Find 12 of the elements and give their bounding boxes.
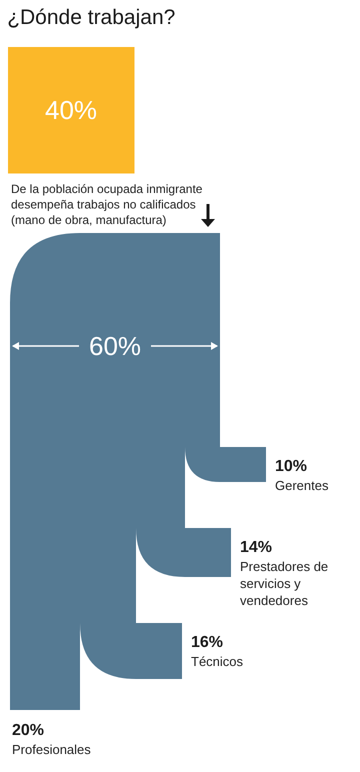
category-label: Profesionales — [12, 742, 92, 757]
data-label: 14% — [240, 539, 272, 556]
category-label: De la población ocupada inmigrante desempeña trabajos no calificados (mano de obra, manufactura) — [11, 182, 203, 228]
data-label: 16% — [191, 634, 224, 651]
data-label: 20% — [12, 722, 44, 739]
data-label: 10% — [275, 458, 308, 475]
category-label: Prestadores de servicios y vendedores — [240, 559, 328, 608]
text: 60% — [89, 331, 142, 361]
data-label: 40% — [45, 95, 98, 125]
category-label: Gerentes — [275, 478, 329, 493]
text: ¿Dónde trabajan? — [7, 6, 176, 29]
category-label: Técnicos — [191, 654, 244, 669]
